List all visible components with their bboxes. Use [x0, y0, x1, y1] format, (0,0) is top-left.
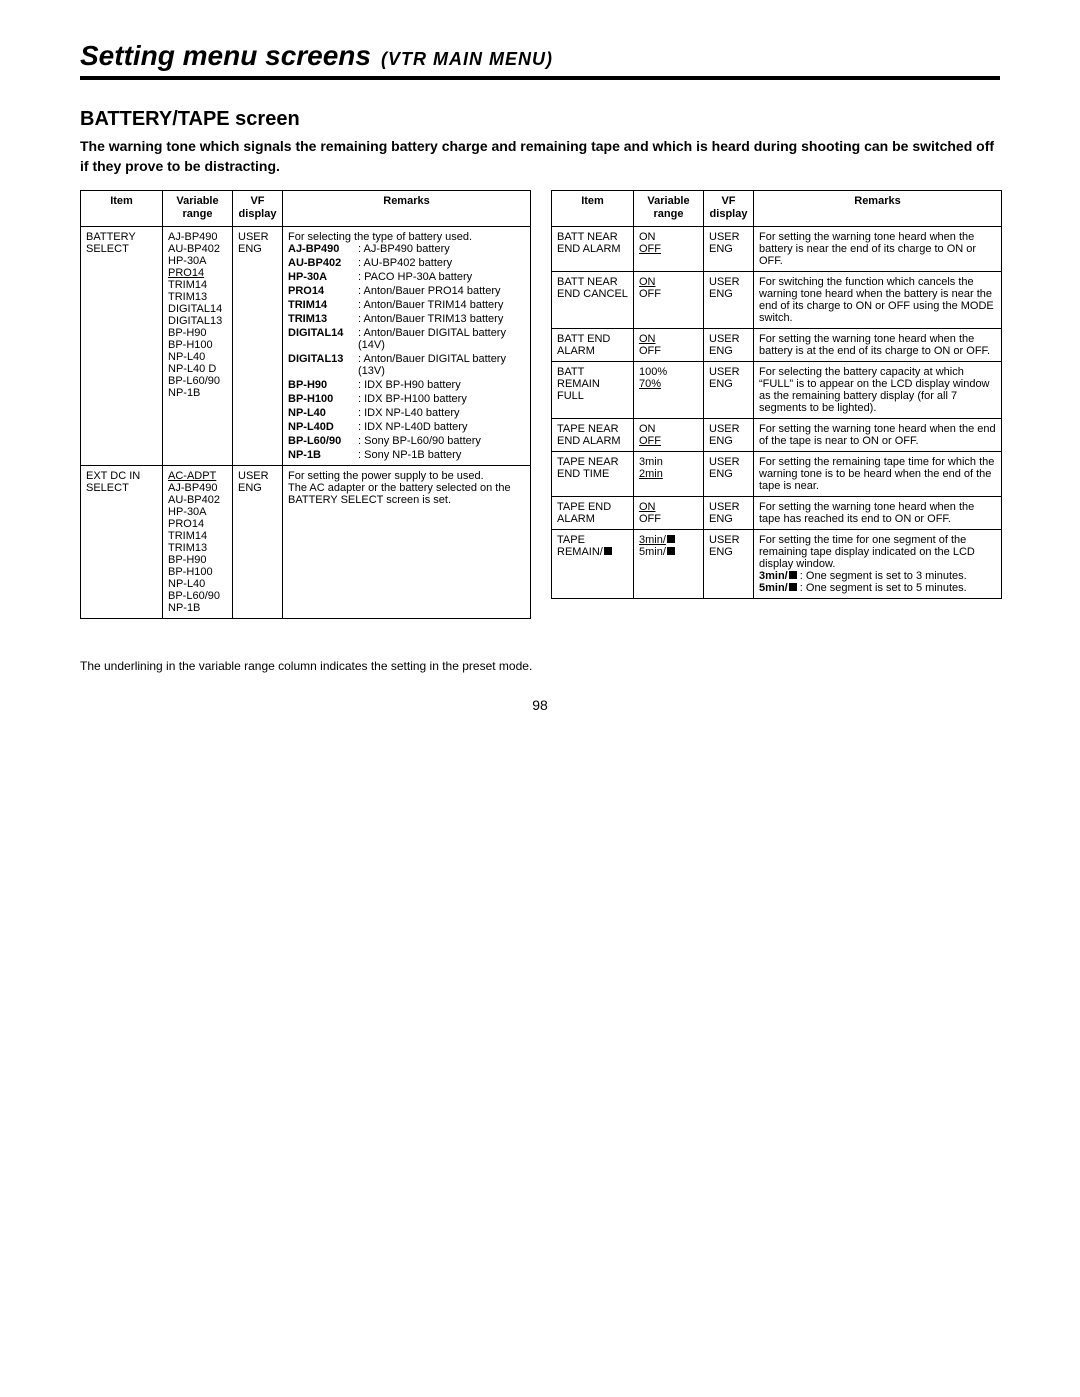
cell-vf: USER ENG — [704, 226, 754, 271]
row-ext-dc-in-select: EXT DC IN SELECT AC-ADPTAJ-BP490AU-BP402… — [81, 465, 531, 618]
row-r6: TAPE NEAR END TIME3min2minUSER ENGFor se… — [552, 451, 1002, 496]
cell-item: TAPE REMAIN/ — [552, 529, 634, 598]
cell-var: AC-ADPTAJ-BP490AU-BP402HP-30APRO14TRIM14… — [163, 465, 233, 618]
cell-item: BATT NEAR END ALARM — [552, 226, 634, 271]
cell-var: 100%70% — [634, 361, 704, 418]
tables-row: Item Variable range VF display Remarks B… — [80, 190, 1000, 618]
cell-var: ONOFF — [634, 496, 704, 529]
cell-var: ONOFF — [634, 271, 704, 328]
cell-vf: USER ENG — [704, 529, 754, 598]
th-var: Variable range — [634, 191, 704, 226]
cell-rem: For selecting the battery capacity at wh… — [754, 361, 1002, 418]
cell-vf: USER ENG — [704, 271, 754, 328]
th-item: Item — [81, 191, 163, 226]
row-r8: TAPE REMAIN/3min/5min/USER ENGFor settin… — [552, 529, 1002, 598]
footnote: The underlining in the variable range co… — [80, 659, 1000, 673]
cell-rem: For setting the remaining tape time for … — [754, 451, 1002, 496]
cell-vf: USER ENG — [233, 465, 283, 618]
cell-rem: For setting the warning tone heard when … — [754, 226, 1002, 271]
cell-rem: For switching the function which cancels… — [754, 271, 1002, 328]
cell-var: ONOFF — [634, 226, 704, 271]
th-vf: VF display — [233, 191, 283, 226]
section-title: BATTERY/TAPE screen — [80, 108, 1000, 131]
cell-vf: USER ENG — [704, 418, 754, 451]
cell-item: BATT NEAR END CANCEL — [552, 271, 634, 328]
cell-var: AJ-BP490AU-BP402HP-30APRO14TRIM14TRIM13D… — [163, 226, 233, 465]
th-rem: Remarks — [754, 191, 1002, 226]
cell-var: ONOFF — [634, 418, 704, 451]
row-r5: TAPE NEAR END ALARMONOFFUSER ENGFor sett… — [552, 418, 1002, 451]
cell-item: EXT DC IN SELECT — [81, 465, 163, 618]
row-r1: BATT NEAR END ALARMONOFFUSER ENGFor sett… — [552, 226, 1002, 271]
th-rem: Remarks — [283, 191, 531, 226]
left-table: Item Variable range VF display Remarks B… — [80, 190, 531, 618]
title-rule — [80, 76, 1000, 80]
cell-vf: USER ENG — [704, 328, 754, 361]
row-battery-select: BATTERY SELECT AJ-BP490AU-BP402HP-30APRO… — [81, 226, 531, 465]
row-r7: TAPE END ALARMONOFFUSER ENGFor setting t… — [552, 496, 1002, 529]
cell-vf: USER ENG — [233, 226, 283, 465]
page-number: 98 — [80, 697, 1000, 713]
cell-var: ONOFF — [634, 328, 704, 361]
page-title-row: Setting menu screens (VTR MAIN MENU) — [80, 40, 1000, 72]
cell-item: BATT END ALARM — [552, 328, 634, 361]
cell-rem: For setting the warning tone heard when … — [754, 328, 1002, 361]
title-main: Setting menu screens — [80, 40, 371, 72]
right-table: Item Variable range VF display Remarks B… — [551, 190, 1002, 598]
section-intro: The warning tone which signals the remai… — [80, 137, 1000, 176]
title-sub: (VTR MAIN MENU) — [381, 49, 553, 70]
cell-rem: For setting the warning tone heard when … — [754, 496, 1002, 529]
cell-rem: For setting the power supply to be used.… — [283, 465, 531, 618]
cell-rem: For setting the warning tone heard when … — [754, 418, 1002, 451]
cell-item: TAPE NEAR END TIME — [552, 451, 634, 496]
cell-item: TAPE END ALARM — [552, 496, 634, 529]
row-r2: BATT NEAR END CANCELONOFFUSER ENGFor swi… — [552, 271, 1002, 328]
cell-rem: For setting the time for one segment of … — [754, 529, 1002, 598]
cell-var: 3min2min — [634, 451, 704, 496]
remarks-defs: AJ-BP490AJ-BP490 batteryAU-BP402AU-BP402… — [288, 243, 525, 461]
th-vf: VF display — [704, 191, 754, 226]
th-var: Variable range — [163, 191, 233, 226]
row-r4: BATT REMAIN FULL100%70%USER ENGFor selec… — [552, 361, 1002, 418]
cell-item: BATTERY SELECT — [81, 226, 163, 465]
cell-vf: USER ENG — [704, 361, 754, 418]
remarks-lead: For selecting the type of battery used. — [288, 231, 525, 243]
cell-vf: USER ENG — [704, 496, 754, 529]
cell-vf: USER ENG — [704, 451, 754, 496]
row-r3: BATT END ALARMONOFFUSER ENGFor setting t… — [552, 328, 1002, 361]
cell-item: BATT REMAIN FULL — [552, 361, 634, 418]
cell-var: 3min/5min/ — [634, 529, 704, 598]
cell-rem: For selecting the type of battery used. … — [283, 226, 531, 465]
th-item: Item — [552, 191, 634, 226]
cell-item: TAPE NEAR END ALARM — [552, 418, 634, 451]
